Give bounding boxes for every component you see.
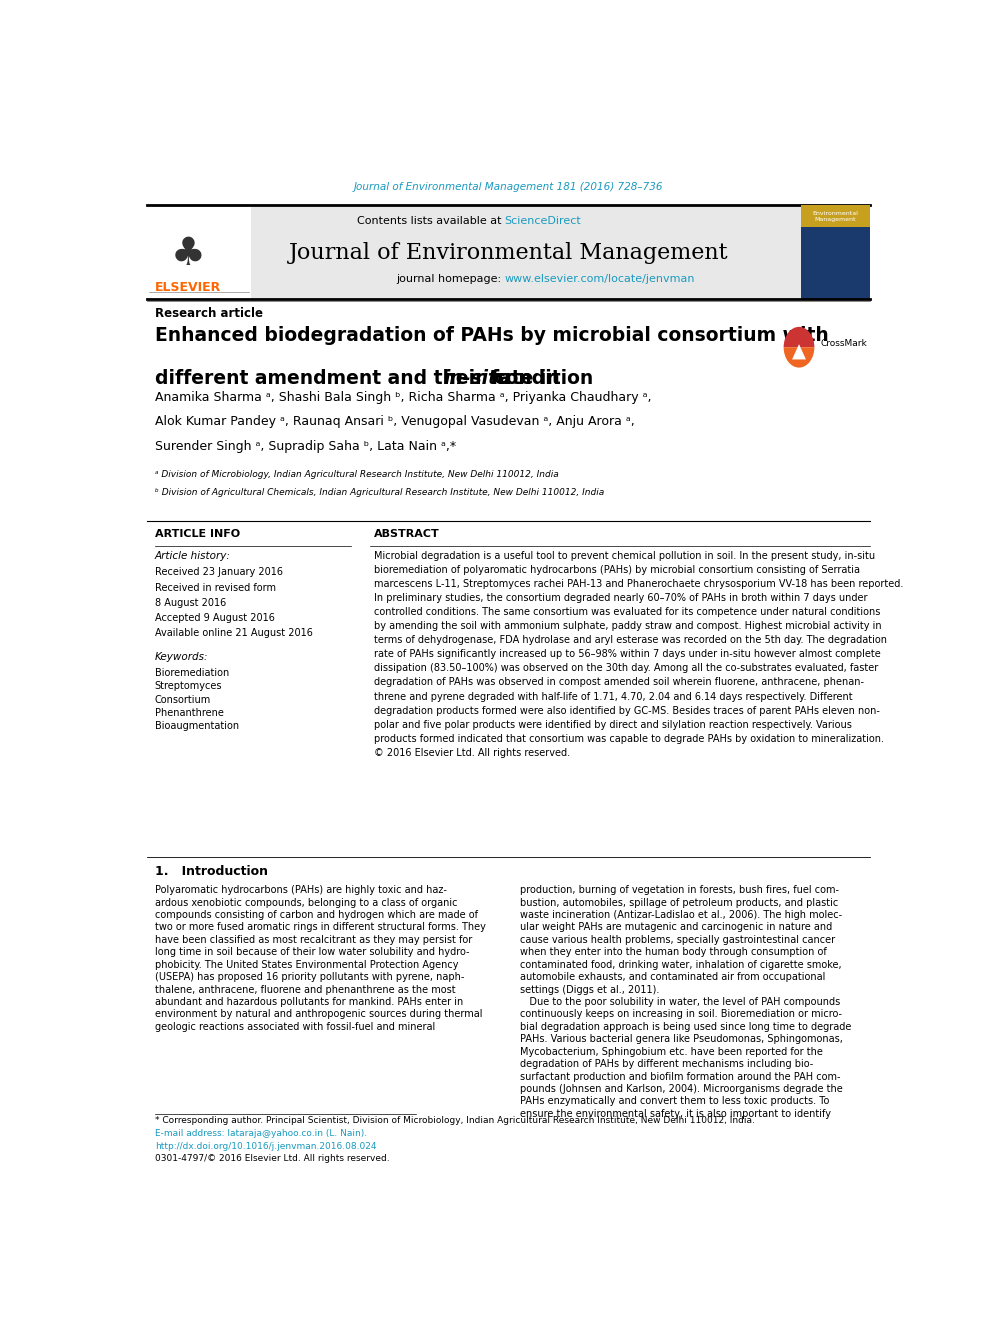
Text: Consortium: Consortium [155,695,211,705]
Text: bioremediation of polyaromatic hydrocarbons (PAHs) by microbial consortium consi: bioremediation of polyaromatic hydrocarb… [374,565,860,576]
Text: degradation products formed were also identified by GC-MS. Besides traces of par: degradation products formed were also id… [374,705,880,716]
Text: ScienceDirect: ScienceDirect [505,216,581,226]
Text: abundant and hazardous pollutants for mankind. PAHs enter in: abundant and hazardous pollutants for ma… [155,998,463,1007]
Text: Bioremediation: Bioremediation [155,668,229,679]
Text: www.elsevier.com/locate/jenvman: www.elsevier.com/locate/jenvman [505,274,695,284]
Wedge shape [784,327,814,347]
Text: ♣: ♣ [171,235,205,273]
Text: Mycobacterium, Sphingobium etc. have been reported for the: Mycobacterium, Sphingobium etc. have bee… [520,1046,822,1057]
Text: Available online 21 August 2016: Available online 21 August 2016 [155,628,312,639]
Text: PAHs enzymatically and convert them to less toxic products. To: PAHs enzymatically and convert them to l… [520,1097,829,1106]
Text: ᵇ Division of Agricultural Chemicals, Indian Agricultural Research Institute, Ne: ᵇ Division of Agricultural Chemicals, In… [155,488,604,497]
Text: continuously keeps on increasing in soil. Bioremediation or micro-: continuously keeps on increasing in soil… [520,1009,842,1020]
Text: 8 August 2016: 8 August 2016 [155,598,226,607]
FancyBboxPatch shape [147,205,251,299]
Wedge shape [784,347,814,368]
FancyBboxPatch shape [801,205,870,299]
Text: two or more fused aromatic rings in different structural forms. They: two or more fused aromatic rings in diff… [155,922,486,933]
Text: ensure the environmental safety, it is also important to identify: ensure the environmental safety, it is a… [520,1109,831,1119]
Text: (USEPA) has proposed 16 priority pollutants with pyrene, naph-: (USEPA) has proposed 16 priority polluta… [155,972,464,982]
Text: production, burning of vegetation in forests, bush fires, fuel com-: production, burning of vegetation in for… [520,885,839,896]
Text: Environmental
Management: Environmental Management [812,212,858,222]
Text: rate of PAHs significantly increased up to 56–98% within 7 days under in-situ ho: rate of PAHs significantly increased up … [374,650,881,659]
Text: compounds consisting of carbon and hydrogen which are made of: compounds consisting of carbon and hydro… [155,910,478,919]
Text: 0301-4797/© 2016 Elsevier Ltd. All rights reserved.: 0301-4797/© 2016 Elsevier Ltd. All right… [155,1154,390,1163]
Text: http://dx.doi.org/10.1016/j.jenvman.2016.08.024: http://dx.doi.org/10.1016/j.jenvman.2016… [155,1142,376,1151]
Text: Enhanced biodegradation of PAHs by microbial consortium with: Enhanced biodegradation of PAHs by micro… [155,325,828,345]
Text: degradation of PAHs by different mechanisms including bio-: degradation of PAHs by different mechani… [520,1060,813,1069]
Text: long time in soil because of their low water solubility and hydro-: long time in soil because of their low w… [155,947,469,958]
Text: environment by natural and anthropogenic sources during thermal: environment by natural and anthropogenic… [155,1009,482,1020]
Text: Journal of Environmental Management 181 (2016) 728–736: Journal of Environmental Management 181 … [354,183,663,192]
Text: Alok Kumar Pandey ᵃ, Raunaq Ansari ᵇ, Venugopal Vasudevan ᵃ, Anju Arora ᵃ,: Alok Kumar Pandey ᵃ, Raunaq Ansari ᵇ, Ve… [155,415,635,429]
Text: 1.   Introduction: 1. Introduction [155,865,268,877]
Text: surfactant production and biofilm formation around the PAH com-: surfactant production and biofilm format… [520,1072,840,1081]
Text: Streptomyces: Streptomyces [155,681,222,692]
Text: products formed indicated that consortium was capable to degrade PAHs by oxidati: products formed indicated that consortiu… [374,734,884,744]
Text: phobicity. The United States Environmental Protection Agency: phobicity. The United States Environment… [155,959,458,970]
Text: Bioaugmentation: Bioaugmentation [155,721,239,732]
Text: controlled conditions. The same consortium was evaluated for its competence unde: controlled conditions. The same consorti… [374,607,880,618]
Text: Article history:: Article history: [155,550,230,561]
Text: when they enter into the human body through consumption of: when they enter into the human body thro… [520,947,826,958]
Text: journal homepage:: journal homepage: [396,274,505,284]
Text: polar and five polar products were identified by direct and silylation reaction : polar and five polar products were ident… [374,720,852,730]
Text: in-situ: in-situ [443,369,511,388]
Text: bial degradation approach is being used since long time to degrade: bial degradation approach is being used … [520,1021,851,1032]
Text: waste incineration (Antizar-Ladislao et al., 2006). The high molec-: waste incineration (Antizar-Ladislao et … [520,910,842,919]
Text: Anamika Sharma ᵃ, Shashi Bala Singh ᵇ, Richa Sharma ᵃ, Priyanka Chaudhary ᵃ,: Anamika Sharma ᵃ, Shashi Bala Singh ᵇ, R… [155,392,652,404]
Text: * Corresponding author. Principal Scientist, Division of Microbiology, Indian Ag: * Corresponding author. Principal Scient… [155,1117,755,1126]
Text: Phenanthrene: Phenanthrene [155,708,223,718]
Text: Contents lists available at: Contents lists available at [356,216,505,226]
Text: Keywords:: Keywords: [155,652,208,662]
Text: ELSEVIER: ELSEVIER [155,282,221,294]
Text: Polyaromatic hydrocarbons (PAHs) are highly toxic and haz-: Polyaromatic hydrocarbons (PAHs) are hig… [155,885,446,896]
Text: automobile exhausts, and contaminated air from occupational: automobile exhausts, and contaminated ai… [520,972,825,982]
Text: bustion, automobiles, spillage of petroleum products, and plastic: bustion, automobiles, spillage of petrol… [520,897,838,908]
Text: Surender Singh ᵃ, Supradip Saha ᵇ, Lata Nain ᵃ,*: Surender Singh ᵃ, Supradip Saha ᵇ, Lata … [155,441,456,452]
FancyBboxPatch shape [251,205,801,299]
Text: ARTICLE INFO: ARTICLE INFO [155,529,240,538]
Text: different amendment and their fate in: different amendment and their fate in [155,369,566,388]
Text: degradation of PAHs was observed in compost amended soil wherein fluorene, anthr: degradation of PAHs was observed in comp… [374,677,864,688]
Text: threne and pyrene degraded with half-life of 1.71, 4.70, 2.04 and 6.14 days resp: threne and pyrene degraded with half-lif… [374,692,852,701]
Text: Received in revised form: Received in revised form [155,582,276,593]
Text: In preliminary studies, the consortium degraded nearly 60–70% of PAHs in broth w: In preliminary studies, the consortium d… [374,593,867,603]
Text: thalene, anthracene, fluorene and phenanthrene as the most: thalene, anthracene, fluorene and phenan… [155,984,455,995]
Text: Microbial degradation is a useful tool to prevent chemical pollution in soil. In: Microbial degradation is a useful tool t… [374,550,875,561]
Text: pounds (Johnsen and Karlson, 2004). Microorganisms degrade the: pounds (Johnsen and Karlson, 2004). Micr… [520,1084,842,1094]
Text: geologic reactions associated with fossil-fuel and mineral: geologic reactions associated with fossi… [155,1021,435,1032]
Text: marcescens L-11, Streptomyces rachei PAH-13 and Phanerochaete chrysosporium VV-1: marcescens L-11, Streptomyces rachei PAH… [374,579,904,589]
Text: ardous xenobiotic compounds, belonging to a class of organic: ardous xenobiotic compounds, belonging t… [155,897,457,908]
Text: © 2016 Elsevier Ltd. All rights reserved.: © 2016 Elsevier Ltd. All rights reserved… [374,747,570,758]
Text: terms of dehydrogenase, FDA hydrolase and aryl esterase was recorded on the 5th : terms of dehydrogenase, FDA hydrolase an… [374,635,887,646]
Text: by amending the soil with ammonium sulphate, paddy straw and compost. Highest mi: by amending the soil with ammonium sulph… [374,622,882,631]
Text: condition: condition [488,369,593,388]
Text: Research article: Research article [155,307,263,320]
Text: dissipation (83.50–100%) was observed on the 30th day. Among all the co-substrat: dissipation (83.50–100%) was observed on… [374,663,878,673]
Text: ular weight PAHs are mutagenic and carcinogenic in nature and: ular weight PAHs are mutagenic and carci… [520,922,832,933]
Text: Received 23 January 2016: Received 23 January 2016 [155,568,283,577]
FancyBboxPatch shape [801,205,870,228]
Text: ABSTRACT: ABSTRACT [374,529,439,538]
Text: Journal of Environmental Management: Journal of Environmental Management [289,242,728,265]
Polygon shape [792,344,806,360]
Text: have been classified as most recalcitrant as they may persist for: have been classified as most recalcitran… [155,935,472,945]
Text: ᵃ Division of Microbiology, Indian Agricultural Research Institute, New Delhi 11: ᵃ Division of Microbiology, Indian Agric… [155,471,558,479]
Text: PAHs. Various bacterial genera like Pseudomonas, Sphingomonas,: PAHs. Various bacterial genera like Pseu… [520,1035,843,1044]
Text: E-mail address: lataraja@yahoo.co.in (L. Nain).: E-mail address: lataraja@yahoo.co.in (L.… [155,1129,367,1138]
Text: CrossMark: CrossMark [820,339,867,348]
Text: settings (Diggs et al., 2011).: settings (Diggs et al., 2011). [520,984,660,995]
Text: Accepted 9 August 2016: Accepted 9 August 2016 [155,613,275,623]
Text: cause various health problems, specially gastrointestinal cancer: cause various health problems, specially… [520,935,835,945]
Text: Due to the poor solubility in water, the level of PAH compounds: Due to the poor solubility in water, the… [520,998,840,1007]
Text: contaminated food, drinking water, inhalation of cigarette smoke,: contaminated food, drinking water, inhal… [520,959,841,970]
